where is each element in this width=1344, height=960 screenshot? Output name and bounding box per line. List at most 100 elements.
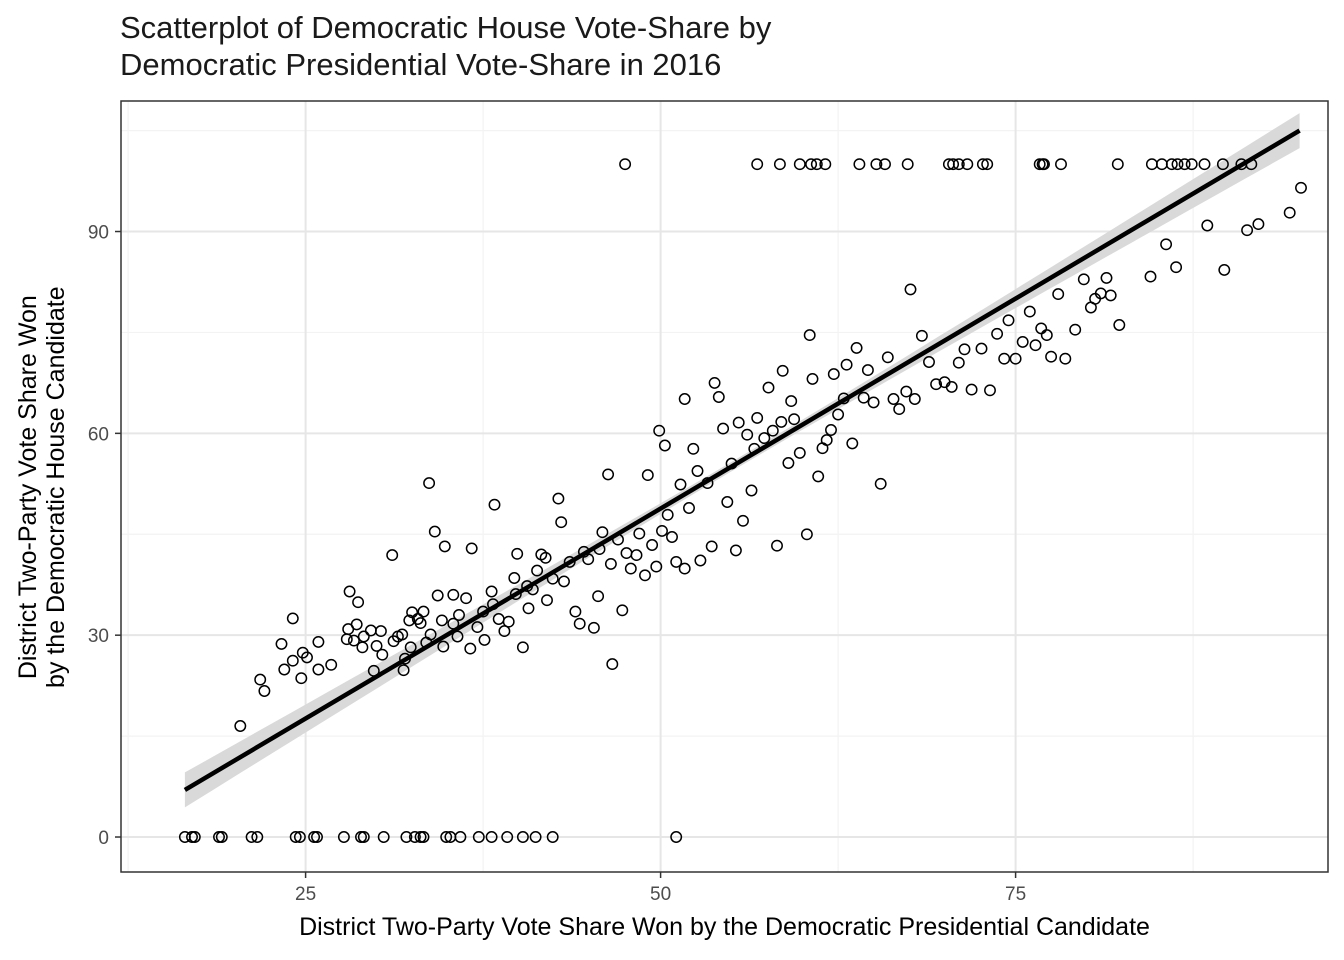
data-point	[472, 831, 485, 843]
data-point	[404, 641, 417, 654]
data-point	[923, 356, 935, 368]
data-point	[717, 422, 730, 435]
data-point	[881, 351, 894, 364]
data-point	[751, 158, 764, 171]
y-axis-title: District Two-Party Vote Share Won by the…	[14, 286, 70, 688]
chart-title-line-1: Scatterplot of Democratic House Vote-Sha…	[120, 10, 772, 45]
data-point	[1023, 305, 1036, 318]
data-point	[454, 831, 467, 843]
data-point	[908, 393, 921, 405]
data-point	[356, 641, 369, 654]
data-point	[998, 352, 1011, 365]
data-point	[800, 528, 813, 541]
data-point	[1009, 352, 1022, 365]
y-axis-ticks: 0 30 60 90	[88, 223, 121, 849]
data-point	[812, 470, 825, 483]
data-point	[803, 329, 816, 342]
data-point	[396, 628, 409, 641]
data-point	[357, 630, 370, 643]
data-point	[350, 618, 363, 631]
data-point	[437, 640, 450, 653]
data-point	[451, 630, 464, 643]
fit-line-layer	[183, 128, 1301, 792]
data-point	[870, 158, 883, 171]
data-point	[357, 831, 370, 843]
data-point	[509, 588, 522, 601]
data-point	[887, 393, 900, 405]
data-point	[683, 502, 695, 514]
data-point	[975, 342, 988, 355]
data-point	[1144, 270, 1157, 283]
data-point	[639, 569, 651, 582]
data-point	[658, 439, 671, 452]
data-point	[308, 831, 321, 843]
data-point	[1002, 314, 1015, 327]
minor-gridlines	[121, 101, 1328, 872]
data-point	[633, 527, 646, 540]
data-point	[952, 158, 965, 171]
data-point	[516, 641, 529, 654]
data-point	[1016, 335, 1029, 348]
data-point	[546, 831, 559, 843]
data-point	[347, 634, 360, 647]
data-point	[465, 542, 478, 555]
data-point	[1059, 352, 1072, 365]
data-point	[915, 329, 928, 342]
data-point	[958, 343, 971, 356]
data-point	[1052, 288, 1065, 301]
data-point	[741, 428, 754, 441]
data-point	[793, 158, 806, 171]
data-point	[1033, 158, 1046, 171]
data-point	[569, 605, 582, 618]
data-point	[516, 831, 529, 843]
data-point	[1178, 158, 1191, 171]
data-point	[501, 831, 514, 843]
data-point	[508, 572, 521, 584]
data-point	[666, 531, 678, 543]
data-point	[254, 673, 267, 686]
data-point	[678, 393, 691, 405]
data-point	[981, 158, 994, 171]
data-point	[810, 158, 823, 171]
data-point	[861, 364, 874, 377]
data-point	[745, 484, 758, 497]
data-point	[343, 585, 356, 598]
data-point	[312, 663, 325, 676]
data-point	[646, 539, 659, 551]
data-point	[930, 378, 943, 391]
data-point	[1241, 224, 1254, 237]
data-point	[531, 564, 544, 577]
data-point	[874, 477, 887, 490]
data-point	[653, 424, 666, 437]
data-point	[423, 477, 436, 490]
data-point	[867, 396, 880, 409]
data-point	[435, 614, 448, 627]
data-point	[1038, 158, 1050, 171]
data-point	[1216, 158, 1229, 171]
data-point	[485, 831, 498, 843]
data-point	[596, 526, 609, 539]
data-point	[1252, 218, 1265, 231]
y-tick-label: 90	[88, 223, 109, 244]
y-axis-title-line-2: by the Democratic House Candidate	[42, 285, 70, 688]
data-point	[1029, 339, 1042, 352]
data-point	[708, 376, 721, 389]
data-point	[376, 648, 389, 661]
data-point	[460, 592, 473, 605]
data-point	[1045, 350, 1058, 363]
data-point	[573, 617, 586, 630]
data-point	[251, 831, 264, 843]
data-point	[275, 637, 288, 650]
data-point	[775, 415, 788, 428]
data-point	[1295, 181, 1307, 194]
data-point	[453, 609, 465, 621]
data-point	[766, 424, 779, 437]
data-point	[1198, 158, 1211, 171]
data-point	[641, 469, 654, 482]
data-point	[1201, 219, 1214, 232]
data-point	[1218, 263, 1231, 276]
data-point	[901, 158, 914, 171]
data-point	[674, 478, 687, 491]
data-point	[819, 158, 832, 171]
